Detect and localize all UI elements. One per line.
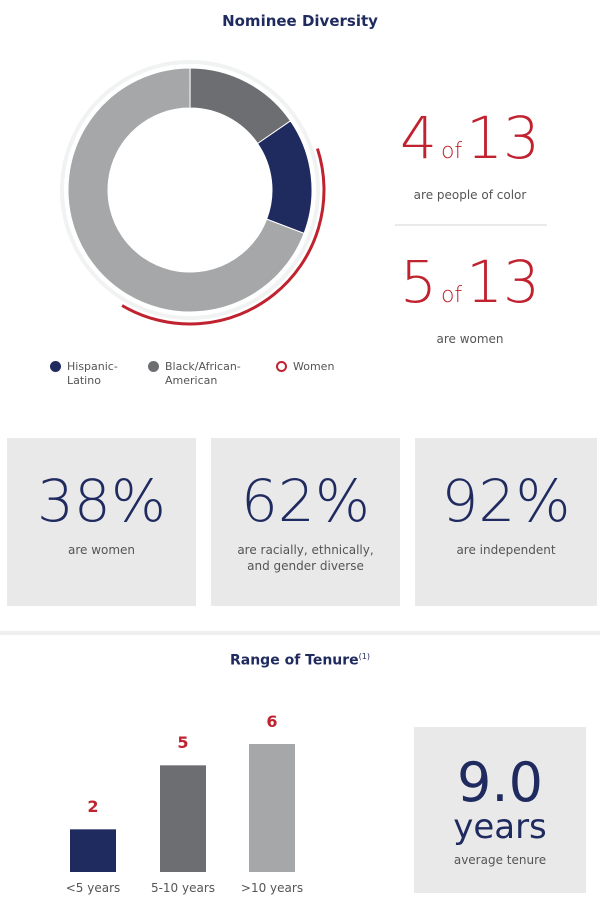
stat-box: 92% are independent [415, 438, 597, 606]
tenure-label: average tenure [453, 853, 547, 867]
donut-segment [189, 67, 292, 145]
bar-value-label: 2 [87, 797, 99, 817]
outer-ring [60, 60, 320, 320]
legend-label: Women [293, 360, 335, 373]
section-divider [0, 631, 600, 635]
bar [249, 744, 295, 872]
bar [70, 829, 116, 872]
total: 13 [466, 248, 540, 316]
legend-item: Women [276, 360, 373, 374]
category-label: <5 years [65, 881, 121, 895]
legend-item: Hispanic-Latino [50, 360, 147, 388]
legend-swatch [276, 361, 287, 372]
title: Nominee Diversity [222, 12, 378, 30]
tenure-value: 9.0 [457, 751, 543, 814]
donut [67, 67, 326, 326]
stat-box: 62% are racially, ethnically, and gender… [211, 438, 400, 606]
legend-label: Black/African-American [165, 360, 241, 387]
bars [70, 744, 295, 872]
bar-value-label: 6 [266, 712, 278, 731]
legend-swatch [148, 361, 159, 372]
count: 5 [400, 248, 437, 316]
category-label: >10 years [240, 881, 304, 895]
callout-label: are people of color [413, 188, 527, 202]
legend-label: Hispanic-Latino [67, 360, 118, 387]
legend-swatch [50, 361, 61, 372]
count: 4 [400, 104, 437, 172]
tenure-unit: years [453, 807, 547, 847]
of: of [440, 283, 463, 308]
legend-item: Black/African-American [148, 360, 245, 388]
stat-label: are racially, ethnically, and gender div… [237, 543, 374, 573]
stat-value: 62% [241, 467, 370, 535]
stat-label: are women [67, 543, 136, 557]
women-arc [121, 148, 326, 326]
callout: 4 of13 are people of color [380, 108, 560, 202]
callout: 5 of13 are women [380, 252, 560, 346]
stat-value: 38% [37, 467, 166, 535]
stat-value: 92% [441, 467, 571, 535]
of: of [440, 139, 463, 164]
stat-box: 38% are women [7, 438, 196, 606]
bar-value-label: 5 [177, 733, 189, 753]
total: 13 [466, 104, 540, 172]
donut-segment [67, 67, 305, 313]
bar-title-text: Range of Tenure [229, 652, 359, 669]
callout-label: are women [436, 332, 504, 346]
title-note: (1) [358, 652, 371, 661]
bar [160, 765, 206, 872]
tenure-box: 9.0 years average tenure [414, 727, 586, 893]
category-label: 5-10 years [150, 881, 216, 895]
stat-label: are independent [456, 543, 556, 557]
bar-title: Range of Tenure(1) [0, 652, 600, 669]
